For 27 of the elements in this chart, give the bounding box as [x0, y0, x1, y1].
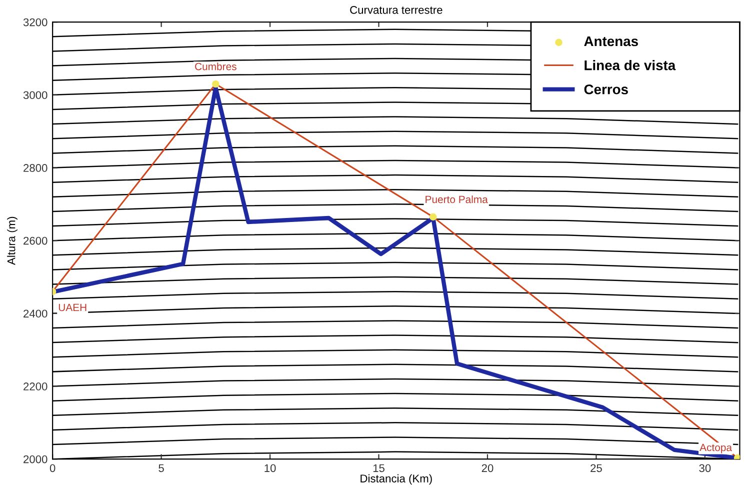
chart-title: Curvatura terrestre — [350, 6, 442, 14]
y-axis-title: Altura (m) — [7, 216, 18, 265]
annotation: Cumbres — [195, 62, 236, 70]
y-tick-label: 2200 — [24, 382, 48, 390]
legend-label: Cerros — [584, 84, 628, 94]
x-tick-label: 0 — [50, 464, 56, 472]
y-tick-label: 2800 — [24, 164, 48, 172]
y-tick-label: 2000 — [24, 455, 48, 464]
x-axis-title: Distancia (Km) — [360, 474, 432, 485]
annotation: UAEH — [58, 304, 86, 312]
annotation: Actopa — [700, 444, 732, 454]
x-tick-label: 30 — [699, 464, 711, 472]
y-tick-label: 2600 — [24, 236, 48, 245]
x-tick-label: 25 — [590, 464, 602, 472]
y-tick-label: 3200 — [23, 18, 48, 26]
point — [429, 213, 437, 221]
x-tick-label: 5 — [158, 464, 164, 472]
point — [212, 80, 220, 88]
x-tick-label: 10 — [264, 464, 276, 472]
x-tick-label: 20 — [482, 464, 494, 472]
legend-label: Linea de vista — [584, 60, 676, 70]
x-tick-label: 15 — [373, 464, 384, 472]
legend-label: Antenas — [584, 36, 638, 46]
y-tick-label: 3000 — [23, 91, 48, 100]
y-tick-label: 2400 — [24, 310, 48, 318]
annotation: Puerto Palma — [426, 195, 488, 204]
point — [734, 454, 740, 460]
